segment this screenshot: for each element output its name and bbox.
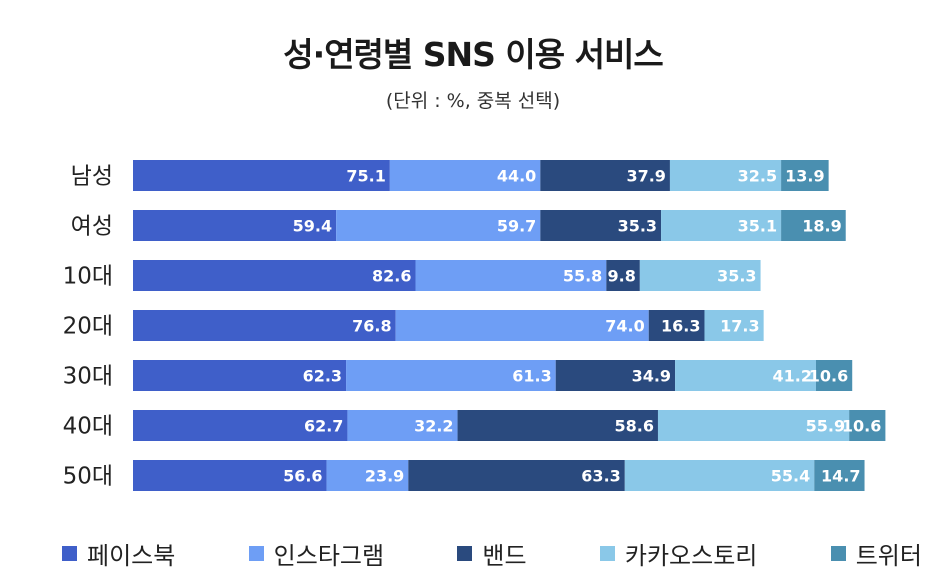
bar-segment <box>540 210 662 241</box>
data-label: 34.9 <box>632 367 671 386</box>
bar-segment <box>704 310 764 341</box>
bar-segment <box>555 360 676 391</box>
data-label: 14.7 <box>821 467 860 486</box>
legend-label: 인스타그램 <box>273 542 385 570</box>
bar-segment <box>624 460 815 491</box>
data-label: 16.3 <box>661 317 700 336</box>
legend-swatch <box>248 546 264 561</box>
bar-segment <box>648 310 705 341</box>
bar-segment <box>815 360 853 391</box>
bar-segment <box>133 310 396 341</box>
data-label: 55.8 <box>563 267 602 286</box>
data-label: 63.3 <box>581 467 620 486</box>
category-label: 50대 <box>63 464 113 490</box>
data-label: 32.5 <box>738 167 777 186</box>
bar-segment <box>395 310 649 341</box>
data-label: 55.9 <box>806 417 845 436</box>
bar-segment <box>639 260 761 291</box>
legend-swatch <box>599 546 615 561</box>
data-label: 41.2 <box>772 367 811 386</box>
data-label: 82.6 <box>372 267 411 286</box>
bar-segment <box>336 210 541 241</box>
bar-segment <box>540 160 670 191</box>
bar-segment <box>669 160 782 191</box>
category-label: 20대 <box>63 314 113 340</box>
legend-swatch <box>62 546 77 561</box>
bar-segment <box>326 460 409 491</box>
category-label: 30대 <box>63 364 113 390</box>
data-label: 62.3 <box>303 367 342 386</box>
category-label: 남성 <box>71 164 113 190</box>
category-label: 10대 <box>63 264 113 290</box>
data-label: 23.9 <box>365 467 404 486</box>
bar-segment <box>657 410 850 441</box>
data-label: 59.4 <box>293 217 332 236</box>
legend-label: 밴드 <box>482 542 527 570</box>
legend: 페이스북 인스타그램 밴드 카카오스토리 트위터 <box>62 536 922 571</box>
bar-segment <box>347 410 458 441</box>
data-label: 9.8 <box>608 267 636 286</box>
bar-segment <box>389 160 541 191</box>
bar-segment <box>346 360 556 391</box>
legend-label: 카카오스토리 <box>624 542 758 570</box>
data-label: 44.0 <box>497 167 536 186</box>
data-label: 37.9 <box>626 167 665 186</box>
data-label: 62.7 <box>304 417 343 436</box>
category-label: 40대 <box>63 414 113 440</box>
data-label: 35.1 <box>738 217 777 236</box>
bar-segment <box>849 410 886 441</box>
data-label: 55.4 <box>771 467 810 486</box>
chart-title: 성·연령별 SNS 이용 서비스 <box>283 35 663 74</box>
data-label: 58.6 <box>614 417 653 436</box>
bar-segment <box>133 260 416 291</box>
category-label: 여성 <box>71 214 113 240</box>
bar-segment <box>133 360 347 391</box>
data-label: 35.3 <box>717 267 756 286</box>
bar-segment <box>133 410 348 441</box>
data-label: 35.3 <box>618 217 657 236</box>
data-label: 18.9 <box>802 217 841 236</box>
bar-segment <box>133 210 337 241</box>
data-label: 13.9 <box>785 167 824 186</box>
bar-segment <box>133 160 390 191</box>
data-label: 56.6 <box>283 467 322 486</box>
bar-segment <box>606 260 640 291</box>
data-label: 59.7 <box>497 217 536 236</box>
bar-segment <box>814 460 865 491</box>
bar-segment <box>415 260 607 291</box>
chart-subtitle: (단위 : %, 중복 선택) <box>385 90 561 112</box>
legend-item: 카카오스토리 <box>599 536 758 571</box>
legend-label: 트위터 <box>855 542 922 570</box>
data-label: 74.0 <box>605 317 644 336</box>
data-label: 17.3 <box>720 317 759 336</box>
bar-segment <box>661 210 782 241</box>
legend-swatch <box>830 546 846 561</box>
data-label: 76.8 <box>352 317 391 336</box>
legend-item: 인스타그램 <box>248 536 385 571</box>
bar-segment <box>408 460 625 491</box>
bar-segment <box>781 210 846 241</box>
bar-segment <box>133 460 327 491</box>
bar-segment <box>457 410 658 441</box>
legend-item: 트위터 <box>830 536 922 571</box>
data-label: 10.6 <box>842 417 881 436</box>
data-label: 10.6 <box>809 367 848 386</box>
legend-item: 밴드 <box>457 536 527 571</box>
legend-label: 페이스북 <box>87 542 176 570</box>
data-label: 75.1 <box>346 167 385 186</box>
bar-segment <box>781 160 829 191</box>
bar-segment <box>675 360 816 391</box>
legend-item: 페이스북 <box>62 536 175 571</box>
data-label: 61.3 <box>512 367 551 386</box>
data-label: 32.2 <box>414 417 453 436</box>
legend-swatch <box>457 546 473 561</box>
